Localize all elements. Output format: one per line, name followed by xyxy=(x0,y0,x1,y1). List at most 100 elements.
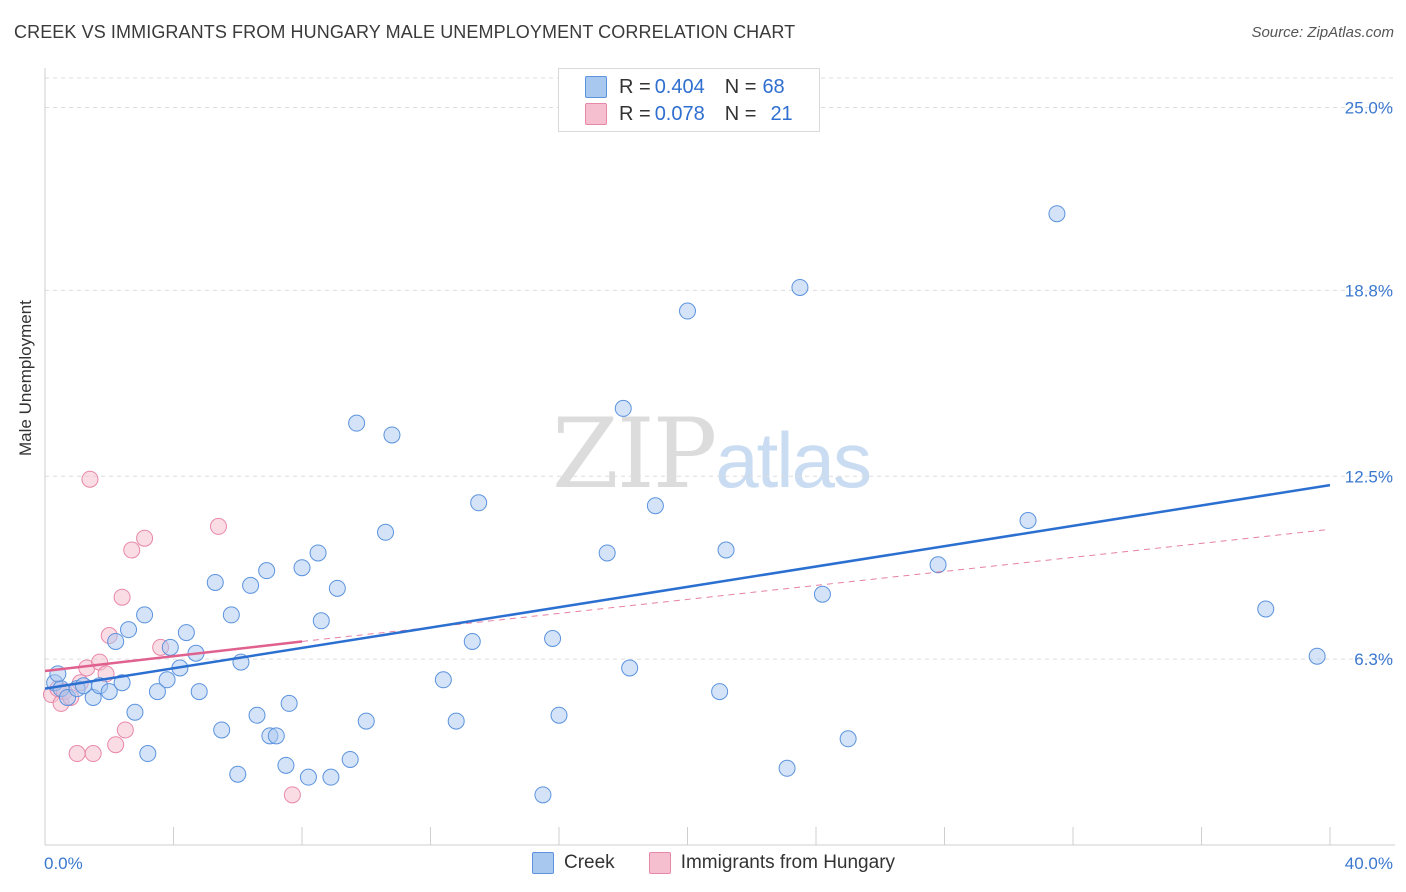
creek-point xyxy=(791,278,809,296)
y-tick-label: 12.5% xyxy=(1345,467,1393,486)
hungary-point xyxy=(68,745,86,763)
hungary-point xyxy=(81,470,99,488)
hungary-swatch xyxy=(585,103,607,125)
creek-point xyxy=(190,683,208,701)
creek-n-label: N = xyxy=(724,75,757,98)
creek-trend-line xyxy=(44,483,1331,690)
creek-n-value: 68 xyxy=(762,75,785,98)
creek-point xyxy=(139,745,157,763)
creek-point xyxy=(1048,205,1066,223)
creek-point xyxy=(158,671,176,689)
creek-point xyxy=(550,706,568,724)
creek-point xyxy=(277,756,295,774)
creek-point xyxy=(136,606,154,624)
y-axis-label-text: Male Unemployment xyxy=(16,300,35,456)
creek-point xyxy=(107,632,125,650)
legend-creek-label: Creek xyxy=(564,852,615,873)
axes xyxy=(44,68,1395,846)
creek-point xyxy=(258,562,276,580)
creek-point xyxy=(434,671,452,689)
creek-point xyxy=(280,694,298,712)
creek-r-label: R = xyxy=(619,75,651,98)
creek-point xyxy=(120,621,138,639)
creek-point xyxy=(929,556,947,574)
creek-point xyxy=(778,759,796,777)
hungary-point xyxy=(136,529,154,547)
creek-point xyxy=(1019,512,1037,529)
creek-point xyxy=(328,579,346,597)
creek-points xyxy=(46,205,1326,804)
legend-hungary-swatch xyxy=(648,852,671,874)
creek-point xyxy=(148,683,166,701)
creek-point xyxy=(100,683,118,701)
creek-point xyxy=(299,768,317,786)
creek-point xyxy=(383,426,401,444)
hungary-point xyxy=(116,721,134,739)
creek-point xyxy=(213,721,231,739)
creek-point xyxy=(341,750,359,768)
legend-item-creek: Creek xyxy=(532,852,615,874)
creek-point xyxy=(463,632,481,650)
creek-r-value: 0.404 xyxy=(654,75,705,98)
creek-point xyxy=(229,765,247,783)
hungary-point xyxy=(84,745,102,763)
y-tick-label: 18.8% xyxy=(1345,281,1393,300)
chart-title: CREEK VS IMMIGRANTS FROM HUNGARY MALE UN… xyxy=(14,22,796,42)
tick-labels: 6.3% 12.5% 18.8% 25.0% 0.0% 40.0% xyxy=(44,99,1393,874)
hungary-r-label: R = xyxy=(619,102,651,125)
hungary-n-value: 21 xyxy=(770,102,793,125)
legend-creek-swatch xyxy=(532,852,554,874)
legend-item-hungary: Immigrants from Hungary xyxy=(648,852,896,874)
creek-point xyxy=(242,576,260,594)
creek-point xyxy=(357,712,375,730)
creek-point xyxy=(377,523,395,541)
y-tick-label: 25.0% xyxy=(1345,99,1393,118)
creek-point xyxy=(222,606,240,624)
creek-point xyxy=(679,302,696,320)
creek-point xyxy=(646,497,664,515)
creek-point xyxy=(267,727,285,745)
creek-point xyxy=(113,674,131,692)
creek-point xyxy=(614,399,632,417)
creek-point xyxy=(470,494,488,512)
creek-point xyxy=(1308,647,1326,665)
hungary-trend-extension xyxy=(301,528,1331,642)
creek-point xyxy=(309,544,327,562)
creek-point xyxy=(293,559,311,577)
creek-swatch xyxy=(585,76,607,98)
creek-point xyxy=(447,712,465,730)
x-tick-label-max: 40.0% xyxy=(1345,854,1393,873)
creek-point xyxy=(75,677,93,695)
source-label: Source: ZipAtlas.com xyxy=(1251,24,1394,41)
creek-point xyxy=(813,585,831,603)
hungary-r-value: 0.078 xyxy=(654,102,705,125)
hungary-points xyxy=(42,470,301,804)
correlation-legend: R = 0.404 N = 68 R = 0.078 N = 21 xyxy=(558,68,820,132)
x-tick-label-min: 0.0% xyxy=(44,854,83,873)
creek-point xyxy=(544,630,562,647)
creek-point xyxy=(177,624,195,642)
y-tick-label: 6.3% xyxy=(1354,650,1393,669)
hungary-point xyxy=(123,541,141,559)
creek-point xyxy=(161,638,179,656)
creek-point xyxy=(322,768,340,786)
legend-row-hungary: R = 0.078 N = 21 xyxy=(585,102,793,126)
creek-point xyxy=(621,659,639,677)
legend-row-creek: R = 0.404 N = 68 xyxy=(585,75,785,99)
hungary-point xyxy=(209,517,227,535)
trend-lines xyxy=(44,483,1331,690)
legend-hungary-label: Immigrants from Hungary xyxy=(680,852,896,873)
grid-lines xyxy=(45,77,1395,660)
creek-point xyxy=(711,683,729,701)
creek-point xyxy=(1257,600,1275,618)
y-axis-label: Male Unemployment xyxy=(16,300,36,456)
creek-point xyxy=(534,786,552,804)
hungary-n-label: N = xyxy=(724,102,757,125)
creek-point xyxy=(126,703,144,721)
creek-point xyxy=(206,573,224,591)
creek-point xyxy=(248,706,266,724)
hungary-point xyxy=(113,588,131,606)
series-legend: Creek Immigrants from Hungary xyxy=(532,852,929,874)
creek-point xyxy=(839,730,857,748)
